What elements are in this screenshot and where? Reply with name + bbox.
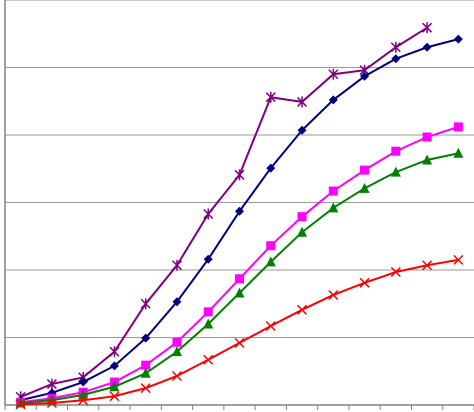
marker [140,367,151,378]
marker [109,391,120,402]
marker [422,22,433,34]
marker [453,122,463,132]
marker [328,289,339,301]
marker [297,96,308,108]
marker [265,91,276,103]
marker [78,395,89,406]
marker [297,212,307,222]
marker [203,318,214,329]
marker [391,146,401,156]
marker [328,95,338,105]
marker [422,132,432,142]
marker [266,163,276,173]
marker [234,287,245,298]
marker [297,226,308,237]
marker [266,241,276,251]
series-line [20,38,459,402]
marker [235,206,244,216]
marker [328,202,339,213]
marker [78,377,88,387]
marker [234,169,245,181]
marker [265,256,276,267]
marker [453,147,464,158]
marker [140,383,151,394]
marker [422,260,433,271]
marker [203,354,214,365]
marker [422,154,433,165]
marker [15,399,26,410]
marker [453,34,463,44]
marker [234,337,245,348]
marker [203,208,214,220]
marker [359,277,370,288]
marker [171,259,182,271]
marker [141,333,151,343]
marker [360,71,370,81]
series-line [20,125,459,404]
marker [391,54,401,64]
marker [422,42,432,52]
marker [172,297,182,307]
marker [390,166,401,177]
marker [297,125,307,135]
series-line [20,26,428,398]
marker [141,360,151,370]
marker [172,337,182,347]
marker [390,266,401,278]
marker [265,320,276,332]
marker [171,346,182,357]
marker [390,41,401,53]
marker [203,254,213,264]
marker [171,370,182,382]
marker [203,307,213,317]
marker [297,304,308,315]
marker [109,361,119,371]
marker [360,165,370,175]
marker [46,397,57,409]
marker [359,182,370,193]
marker [109,381,120,392]
marker [109,346,120,358]
marker [328,186,338,196]
marker [328,68,339,80]
marker [140,298,151,310]
marker [453,254,464,265]
marker [235,274,244,284]
marker [46,378,57,390]
